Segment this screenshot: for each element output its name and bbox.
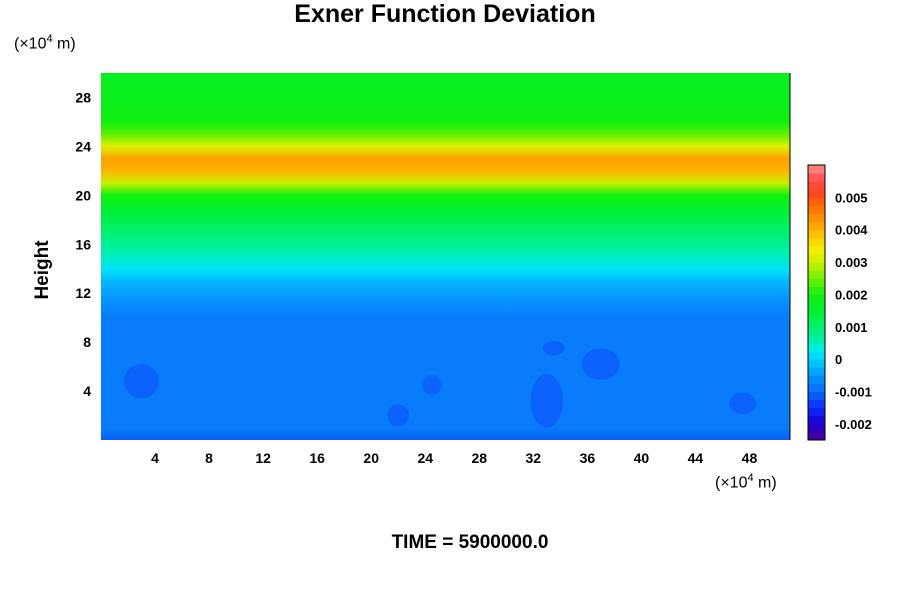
colorbar-segment <box>808 334 825 344</box>
colorbar-tick-label: 0.004 <box>835 223 868 238</box>
x-tick-label: 24 <box>417 450 433 466</box>
field-anomaly <box>123 364 160 399</box>
colorbar-segment <box>808 310 825 320</box>
field-anomaly <box>530 373 564 428</box>
x-tick-label: 36 <box>580 450 596 466</box>
x-tick-label: 28 <box>471 450 487 466</box>
colorbar-segment <box>808 189 825 198</box>
y-tick-label: 24 <box>75 138 91 154</box>
heatmap-field <box>101 73 790 440</box>
field-anomaly <box>542 340 565 356</box>
colorbar-segment <box>808 302 825 312</box>
colorbar-segment <box>808 181 825 190</box>
colorbar-segment <box>808 270 825 279</box>
y-axis-ticks: 4 8 12 16 20 24 28 <box>75 89 91 399</box>
colorbar-tick-label: 0.005 <box>835 190 868 205</box>
colorbar-segment <box>808 165 825 174</box>
chart-title: Exner Function Deviation <box>294 0 596 28</box>
colorbar-segment <box>808 318 825 328</box>
x-tick-label: 32 <box>526 450 542 466</box>
y-tick-label: 8 <box>83 334 91 350</box>
colorbar-segment <box>808 367 825 376</box>
y-tick-label: 28 <box>75 89 91 105</box>
colorbar-segment <box>808 229 825 239</box>
x-tick-label: 4 <box>151 450 159 466</box>
y-tick-label: 16 <box>75 236 91 252</box>
colorbar-segment <box>808 375 825 384</box>
colorbar-tick-label: 0.001 <box>835 320 868 335</box>
colorbar-tick-label: 0.003 <box>835 255 868 270</box>
colorbar-segment <box>808 383 825 392</box>
colorbar-tick-label: 0.002 <box>835 287 868 302</box>
colorbar-segment <box>808 253 825 263</box>
x-tick-label: 48 <box>742 450 758 466</box>
colorbar-segment <box>808 294 825 303</box>
plot-area <box>101 73 791 440</box>
y-tick-label: 4 <box>83 383 91 399</box>
colorbar-segment <box>808 213 825 223</box>
colorbar-segment <box>808 173 825 182</box>
colorbar-segment <box>808 351 825 360</box>
colorbar-segment <box>808 359 825 368</box>
colorbar-segment <box>808 399 825 409</box>
colorbar-segment <box>808 278 825 287</box>
x-axis-unit: (×104 m) <box>715 472 777 492</box>
x-tick-label: 40 <box>634 450 650 466</box>
colorbar-tick-label: 0 <box>835 352 842 367</box>
time-label: TIME = 5900000.0 <box>391 532 549 553</box>
colorbar-segment <box>808 415 825 425</box>
colorbar-ticks: 0.005 0.004 0.003 0.002 0.001 0 -0.001 -0.002 <box>835 190 872 431</box>
colorbar-border <box>807 164 826 441</box>
colorbar <box>807 164 826 441</box>
x-tick-label: 20 <box>363 450 379 466</box>
colorbar-tick-label: -0.001 <box>835 384 872 399</box>
colorbar-segment <box>808 407 825 417</box>
field-anomaly <box>581 348 620 381</box>
colorbar-segment <box>808 205 825 215</box>
x-tick-label: 16 <box>309 450 325 466</box>
y-tick-label: 20 <box>75 187 91 203</box>
x-tick-label: 8 <box>205 450 213 466</box>
colorbar-segment <box>808 245 825 255</box>
colorbar-segment <box>808 286 825 295</box>
colorbar-segment <box>808 391 825 401</box>
x-axis-ticks: 4 8 12 16 20 24 28 32 36 40 44 48 <box>151 450 757 466</box>
y-tick-label: 12 <box>75 285 91 301</box>
colorbar-segment <box>808 423 825 433</box>
colorbar-tick-label: -0.002 <box>835 417 872 432</box>
colorbar-segment <box>808 221 825 231</box>
colorbar-segment <box>808 342 825 352</box>
field-anomaly <box>729 392 757 415</box>
colorbar-segment <box>808 326 825 336</box>
x-tick-label: 44 <box>688 450 704 466</box>
field-anomaly <box>422 375 442 395</box>
colorbar-segment <box>808 237 825 247</box>
colorbar-segment <box>808 197 825 206</box>
colorbar-segment <box>808 262 825 271</box>
y-axis-unit: (×104 m) <box>14 33 76 53</box>
field-anomaly <box>387 404 410 427</box>
x-tick-label: 12 <box>255 450 271 466</box>
colorbar-segment <box>808 431 825 441</box>
